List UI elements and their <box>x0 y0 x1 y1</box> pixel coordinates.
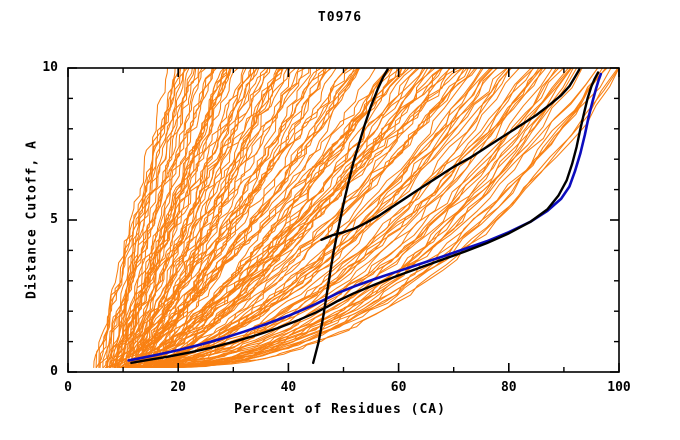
prediction-curve <box>112 68 218 368</box>
prediction-curve <box>150 68 565 368</box>
y-tick-label: 5 <box>50 212 58 227</box>
prediction-curve <box>153 68 599 368</box>
prediction-curve <box>147 68 415 368</box>
prediction-curve <box>137 68 547 368</box>
x-tick-label: 0 <box>64 380 72 395</box>
prediction-curve <box>117 68 258 368</box>
prediction-curve <box>118 68 494 368</box>
prediction-curve <box>137 68 310 368</box>
prediction-curve <box>124 68 348 368</box>
series-best-prediction-blue <box>127 72 603 362</box>
prediction-curve <box>140 68 424 368</box>
prediction-curve <box>93 68 188 368</box>
prediction-curve <box>114 68 359 368</box>
series-reference-black-steep <box>311 68 389 365</box>
series-reference-black-upper <box>320 68 581 241</box>
prediction-curve <box>145 68 451 368</box>
prediction-curve <box>102 68 215 368</box>
prediction-curve <box>106 68 214 368</box>
reference-series-group <box>127 68 603 365</box>
prediction-curve <box>122 68 283 368</box>
y-tick-label: 10 <box>42 60 58 75</box>
x-tick-label: 80 <box>500 380 517 395</box>
prediction-curve <box>143 68 318 368</box>
x-tick-label: 40 <box>280 380 297 395</box>
prediction-curve <box>140 68 508 368</box>
x-tick-label: 60 <box>390 380 407 395</box>
prediction-curve <box>99 68 190 368</box>
prediction-curve <box>144 68 328 368</box>
x-tick-label: 20 <box>170 380 187 395</box>
prediction-curve <box>132 68 300 368</box>
prediction-curve <box>125 68 255 368</box>
y-tick-label: 0 <box>50 364 58 379</box>
prediction-curve <box>99 68 169 368</box>
axes-group <box>67 67 620 373</box>
prediction-ensemble-group <box>93 68 619 368</box>
x-tick-label: 100 <box>607 380 631 395</box>
chart-title: T0976 <box>317 10 363 25</box>
prediction-curve <box>141 68 508 368</box>
series-reference-black-lower <box>130 71 600 365</box>
prediction-curve <box>125 68 483 368</box>
prediction-curve <box>168 68 619 368</box>
prediction-curve <box>132 68 410 368</box>
prediction-curve <box>116 68 252 368</box>
prediction-curve <box>132 68 491 368</box>
prediction-curve <box>119 68 493 368</box>
prediction-curve <box>128 68 394 368</box>
prediction-curve <box>109 68 354 368</box>
prediction-curve <box>108 68 207 368</box>
prediction-curve <box>157 68 459 368</box>
prediction-curve <box>107 68 186 368</box>
x-axis-label: Percent of Residues (CA) <box>234 402 446 417</box>
prediction-curve <box>114 68 193 368</box>
